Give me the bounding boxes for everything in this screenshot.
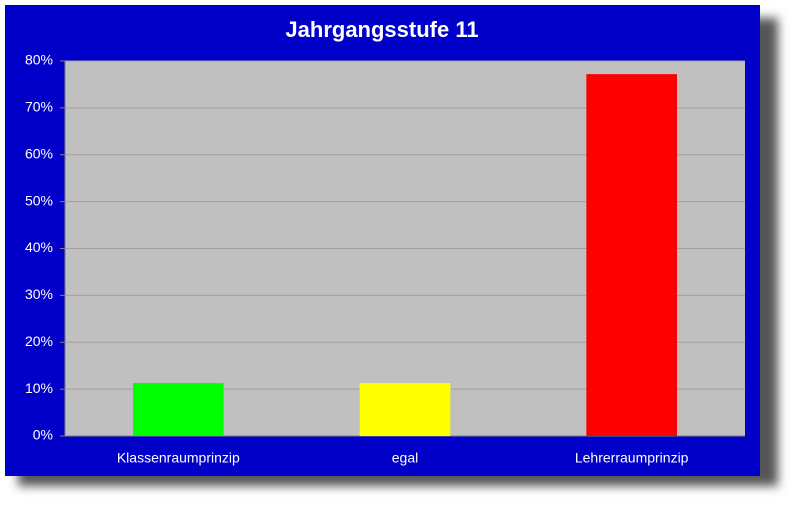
y-tick-label: 40%	[25, 239, 53, 255]
bar	[359, 383, 451, 436]
y-tick-label: 20%	[25, 333, 53, 349]
x-tick-label: Klassenraumprinzip	[117, 450, 240, 466]
bar	[133, 383, 224, 436]
y-tick-label: 10%	[25, 380, 53, 396]
bar	[586, 74, 677, 436]
y-tick-label: 50%	[25, 192, 53, 208]
y-tick-label: 80%	[25, 52, 53, 68]
x-tick-label: Lehrerraumprinzip	[575, 450, 689, 466]
y-tick-label: 0%	[33, 427, 53, 443]
y-tick-label: 60%	[25, 145, 53, 161]
y-tick-label: 70%	[25, 99, 53, 115]
chart-title: Jahrgangsstufe 11	[285, 17, 478, 42]
x-tick-label: egal	[392, 450, 418, 466]
y-tick-label: 30%	[25, 286, 53, 302]
